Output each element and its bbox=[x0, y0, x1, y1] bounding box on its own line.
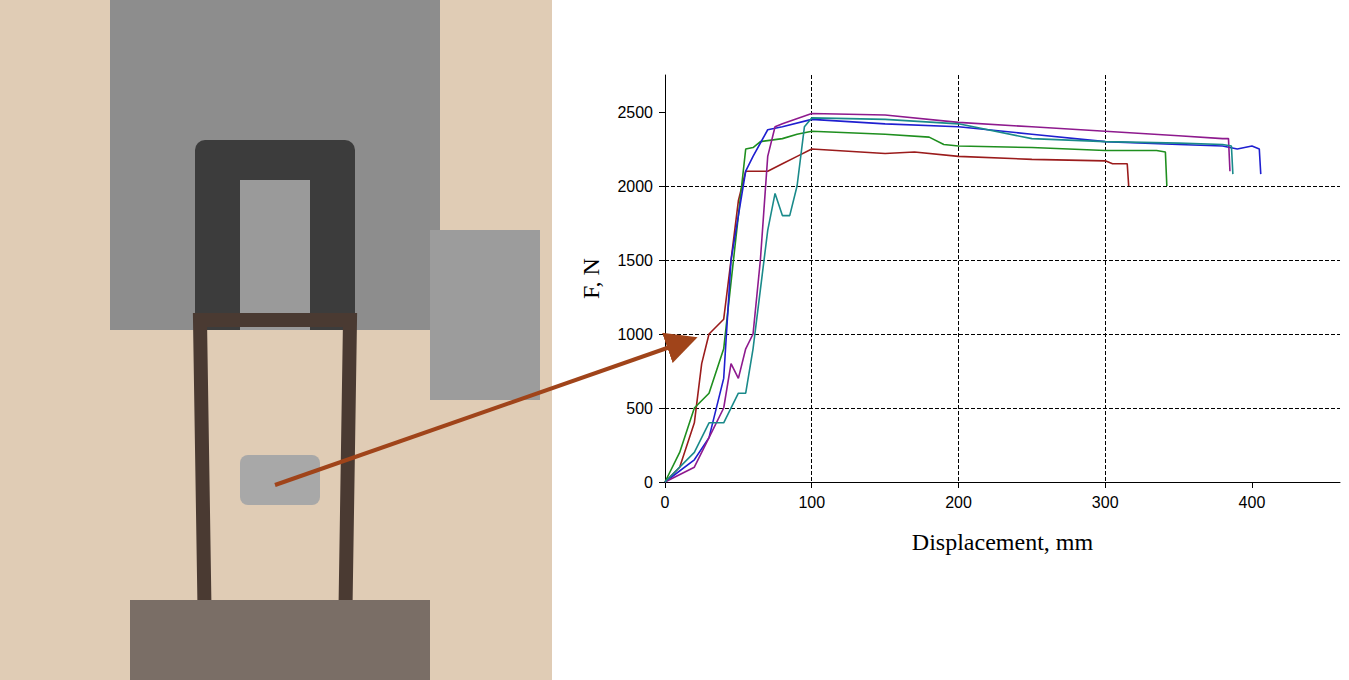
svg-text:F, N: F, N bbox=[578, 258, 604, 299]
svg-text:1000: 1000 bbox=[617, 326, 653, 343]
svg-text:300: 300 bbox=[1092, 494, 1119, 511]
svg-text:2500: 2500 bbox=[617, 104, 653, 121]
svg-text:0: 0 bbox=[644, 474, 653, 491]
svg-text:Displacement, mm: Displacement, mm bbox=[912, 529, 1094, 555]
svg-text:200: 200 bbox=[945, 494, 972, 511]
svg-text:0: 0 bbox=[661, 494, 670, 511]
svg-text:400: 400 bbox=[1239, 494, 1266, 511]
svg-text:100: 100 bbox=[798, 494, 825, 511]
svg-text:500: 500 bbox=[626, 400, 653, 417]
svg-text:2000: 2000 bbox=[617, 178, 653, 195]
svg-text:1500: 1500 bbox=[617, 252, 653, 269]
